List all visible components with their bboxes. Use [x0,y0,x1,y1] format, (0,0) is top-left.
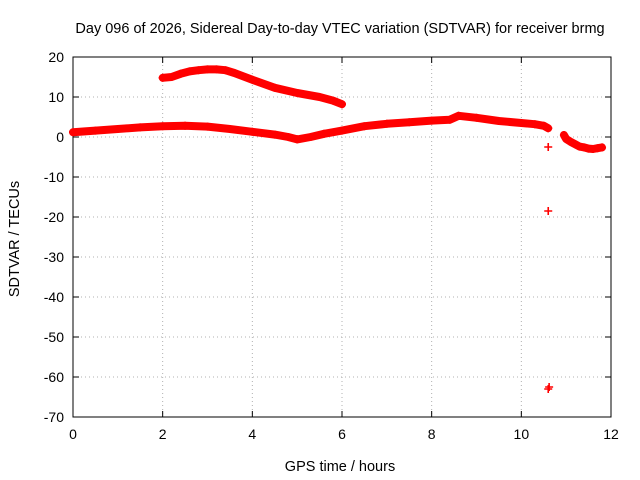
y-tick-label: 20 [48,49,64,65]
data-point [230,69,239,77]
y-tick-label: 0 [56,129,64,145]
data-point [158,122,167,131]
x-tick-label: 2 [159,426,167,442]
series-2 [158,65,346,109]
y-tick-label: -10 [44,169,64,185]
data-point [248,75,257,84]
x-tick-label: 0 [69,426,77,442]
y-tick-label: 10 [48,89,64,105]
x-tick-label: 6 [338,426,346,442]
data-point [221,66,230,75]
data-point [598,143,607,152]
data-point [185,67,194,76]
y-tick-label: -60 [44,369,64,385]
data-point [293,135,302,144]
data-point [530,120,539,129]
x-tick-label: 10 [514,426,530,442]
data-point [293,89,302,97]
data-point [212,65,221,74]
grid-lines [73,57,611,417]
chart-title: Day 096 of 2026, Sidereal Day-to-day VTE… [75,21,604,37]
data-point [284,133,293,141]
x-tick-label: 4 [248,426,256,442]
data-point [539,121,548,130]
data-series [69,65,607,393]
data-point [427,116,436,125]
data-point [562,135,571,143]
x-tick-label: 8 [428,426,436,442]
series-4 [544,143,554,393]
series-1 [69,111,553,144]
axis-ticks [72,56,612,418]
data-point [181,121,190,130]
y-tick-label: -40 [44,289,64,305]
y-tick-label: -30 [44,249,64,265]
data-point [544,207,553,215]
data-point [194,66,203,75]
data-point [405,118,414,127]
y-axis-label: SDTVAR / TECUs [7,181,23,297]
data-point [544,124,553,133]
data-point [494,117,503,125]
data-point [382,119,391,128]
data-point [315,93,324,101]
y-tick-label: -70 [44,409,64,425]
data-point [566,137,575,146]
data-point [445,115,454,124]
data-point [580,143,589,152]
data-point [136,123,145,132]
data-point [320,129,329,138]
data-point [338,126,346,135]
series-3 [559,131,607,153]
data-point [69,128,77,137]
data-point [113,125,122,133]
x-tick-label: 12 [603,426,619,442]
data-point [270,83,279,92]
data-point [329,96,338,105]
data-point [176,69,185,78]
data-point [91,126,100,135]
data-point [472,113,481,122]
data-point [306,133,315,141]
data-point [158,73,167,82]
data-point [360,122,369,131]
tick-labels: 0 2 4 6 8 10 12 20 10 0 -10 -20 -30 -40 -50 -60 -70 [44,49,619,442]
data-point [544,143,553,151]
x-axis-label: GPS time / hours [285,459,395,475]
y-tick-label: -50 [44,329,64,345]
data-point [167,73,176,81]
data-point [454,111,463,120]
data-point [225,125,234,133]
data-point [203,65,212,74]
data-point [517,119,526,127]
data-point [338,100,346,109]
data-point [270,130,279,139]
y-tick-label: -20 [44,209,64,225]
data-point [203,122,212,131]
data-point [248,127,257,136]
data-point [571,140,580,149]
data-point [545,383,554,391]
